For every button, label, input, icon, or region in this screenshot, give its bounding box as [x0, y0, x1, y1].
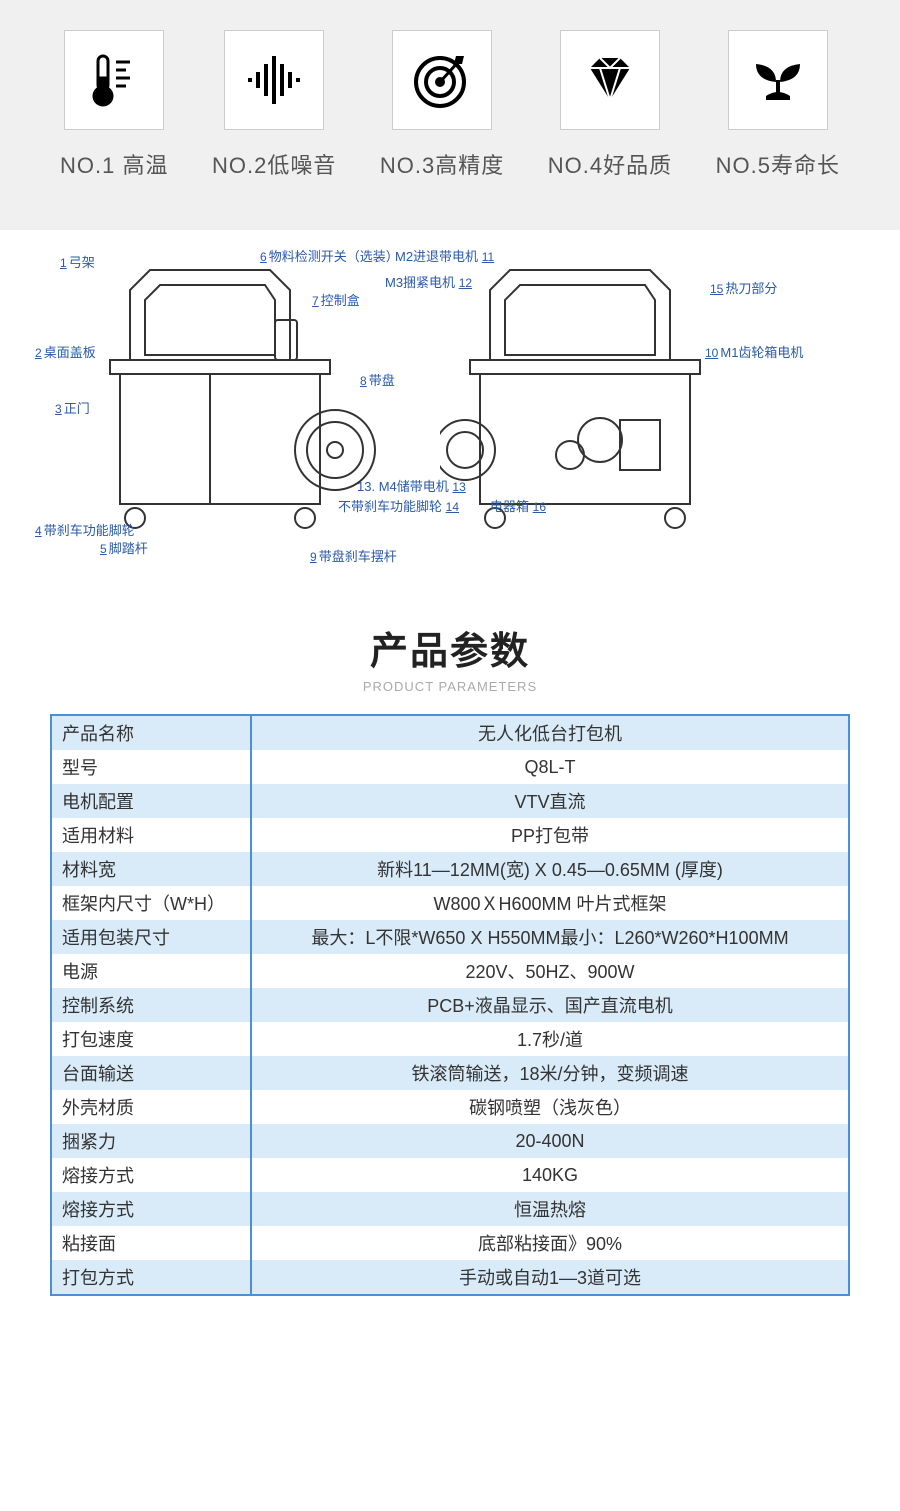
- param-label: 打包方式: [51, 1260, 251, 1295]
- diagram-label-16: 电器箱 16: [490, 496, 548, 515]
- param-value: 铁滚筒输送，18米/分钟，变频调速: [251, 1056, 849, 1090]
- feature-item-3: NO.3高精度: [380, 30, 504, 180]
- soundwave-icon: [224, 30, 324, 130]
- diagram-label-9: 9带盘刹车摆杆: [310, 546, 397, 565]
- param-value: W800ＸH600MM 叶片式框架: [251, 886, 849, 920]
- param-label: 电机配置: [51, 784, 251, 818]
- param-label: 电源: [51, 954, 251, 988]
- diagram-label-5: 5脚踏杆: [100, 538, 148, 557]
- diagram-label-13: 13. M4储带电机 13: [357, 476, 468, 495]
- diagram-label-3: 3正门: [55, 398, 90, 417]
- table-row: 材料宽新料11—12MM(宽) X 0.45—0.65MM (厚度): [51, 852, 849, 886]
- table-row: 产品名称无人化低台打包机: [51, 715, 849, 750]
- param-label: 台面输送: [51, 1056, 251, 1090]
- target-icon: [392, 30, 492, 130]
- table-row: 控制系统PCB+液晶显示、国产直流电机: [51, 988, 849, 1022]
- param-label: 外壳材质: [51, 1090, 251, 1124]
- param-label: 适用材料: [51, 818, 251, 852]
- diamond-icon: [560, 30, 660, 130]
- param-value: 无人化低台打包机: [251, 715, 849, 750]
- feature-label: NO.5寿命长: [716, 148, 840, 180]
- table-row: 框架内尺寸（W*H）W800ＸH600MM 叶片式框架: [51, 886, 849, 920]
- diagram-label-6: 6物料检测开关（选装）: [260, 246, 399, 265]
- table-row: 粘接面底部粘接面》90%: [51, 1226, 849, 1260]
- feature-label: NO.4好品质: [548, 148, 672, 180]
- param-label: 打包速度: [51, 1022, 251, 1056]
- param-label: 型号: [51, 750, 251, 784]
- param-value: 碳钢喷塑（浅灰色）: [251, 1090, 849, 1124]
- param-label: 粘接面: [51, 1226, 251, 1260]
- params-table: 产品名称无人化低台打包机型号Q8L-T电机配置VTV直流适用材料PP打包带材料宽…: [50, 714, 850, 1296]
- param-value: VTV直流: [251, 784, 849, 818]
- param-value: 新料11—12MM(宽) X 0.45—0.65MM (厚度): [251, 852, 849, 886]
- param-label: 适用包装尺寸: [51, 920, 251, 954]
- feature-item-4: NO.4好品质: [548, 30, 672, 180]
- diagram-label-11: M2进退带电机 11: [395, 246, 496, 265]
- diagram-label-8: 8带盘: [360, 370, 395, 389]
- param-value: 恒温热熔: [251, 1192, 849, 1226]
- table-row: 熔接方式140KG: [51, 1158, 849, 1192]
- table-row: 打包速度1.7秒/道: [51, 1022, 849, 1056]
- param-label: 熔接方式: [51, 1192, 251, 1226]
- feature-item-1: NO.1 高温: [60, 30, 168, 180]
- param-value: 手动或自动1—3道可选: [251, 1260, 849, 1295]
- param-value: 底部粘接面》90%: [251, 1226, 849, 1260]
- table-row: 外壳材质碳钢喷塑（浅灰色）: [51, 1090, 849, 1124]
- param-value: 140KG: [251, 1158, 849, 1192]
- params-header: 产品参数 PRODUCT PARAMETERS: [0, 610, 900, 714]
- param-value: Q8L-T: [251, 750, 849, 784]
- table-row: 台面输送铁滚筒输送，18米/分钟，变频调速: [51, 1056, 849, 1090]
- features-section: NO.1 高温 NO.2低噪音 NO.3高精: [0, 0, 900, 230]
- params-title-cn: 产品参数: [0, 620, 900, 675]
- table-row: 电源220V、50HZ、900W: [51, 954, 849, 988]
- diagram-label-15: 15热刀部分: [710, 278, 777, 297]
- param-label: 控制系统: [51, 988, 251, 1022]
- diagram-label-14: 不带刹车功能脚轮 14: [338, 496, 461, 515]
- param-label: 材料宽: [51, 852, 251, 886]
- diagram-label-12: M3捆紧电机 12: [385, 272, 474, 291]
- param-value: PP打包带: [251, 818, 849, 852]
- param-value: 1.7秒/道: [251, 1022, 849, 1056]
- param-value: 220V、50HZ、900W: [251, 954, 849, 988]
- table-row: 型号Q8L-T: [51, 750, 849, 784]
- param-value: PCB+液晶显示、国产直流电机: [251, 988, 849, 1022]
- diagram-label-2: 2桌面盖板: [35, 342, 96, 361]
- table-row: 熔接方式恒温热熔: [51, 1192, 849, 1226]
- machine-diagram: 1弓架 2桌面盖板 3正门 4带刹车功能脚轮 5脚踏杆 6物料检测开关（选装） …: [0, 230, 900, 610]
- feature-label: NO.2低噪音: [212, 148, 336, 180]
- machine-right-outline: [440, 260, 740, 560]
- table-row: 捆紧力20-400N: [51, 1124, 849, 1158]
- feature-label: NO.1 高温: [60, 148, 168, 180]
- table-row: 电机配置VTV直流: [51, 784, 849, 818]
- diagram-label-7: 7控制盒: [312, 290, 360, 309]
- feature-item-2: NO.2低噪音: [212, 30, 336, 180]
- diagram-label-4: 4带刹车功能脚轮: [35, 520, 135, 539]
- table-row: 打包方式手动或自动1—3道可选: [51, 1260, 849, 1295]
- feature-item-5: NO.5寿命长: [716, 30, 840, 180]
- diagram-label-10: 10M1齿轮箱电机: [705, 342, 803, 361]
- param-value: 最大：L不限*W650 X H550MM最小：L260*W260*H100MM: [251, 920, 849, 954]
- table-row: 适用材料PP打包带: [51, 818, 849, 852]
- param-label: 产品名称: [51, 715, 251, 750]
- table-row: 适用包装尺寸最大：L不限*W650 X H550MM最小：L260*W260*H…: [51, 920, 849, 954]
- sprout-icon: [728, 30, 828, 130]
- thermometer-icon: [64, 30, 164, 130]
- diagram-label-1: 1弓架: [60, 252, 95, 271]
- param-value: 20-400N: [251, 1124, 849, 1158]
- param-label: 捆紧力: [51, 1124, 251, 1158]
- params-title-en: PRODUCT PARAMETERS: [0, 679, 900, 694]
- param-label: 熔接方式: [51, 1158, 251, 1192]
- param-label: 框架内尺寸（W*H）: [51, 886, 251, 920]
- feature-label: NO.3高精度: [380, 148, 504, 180]
